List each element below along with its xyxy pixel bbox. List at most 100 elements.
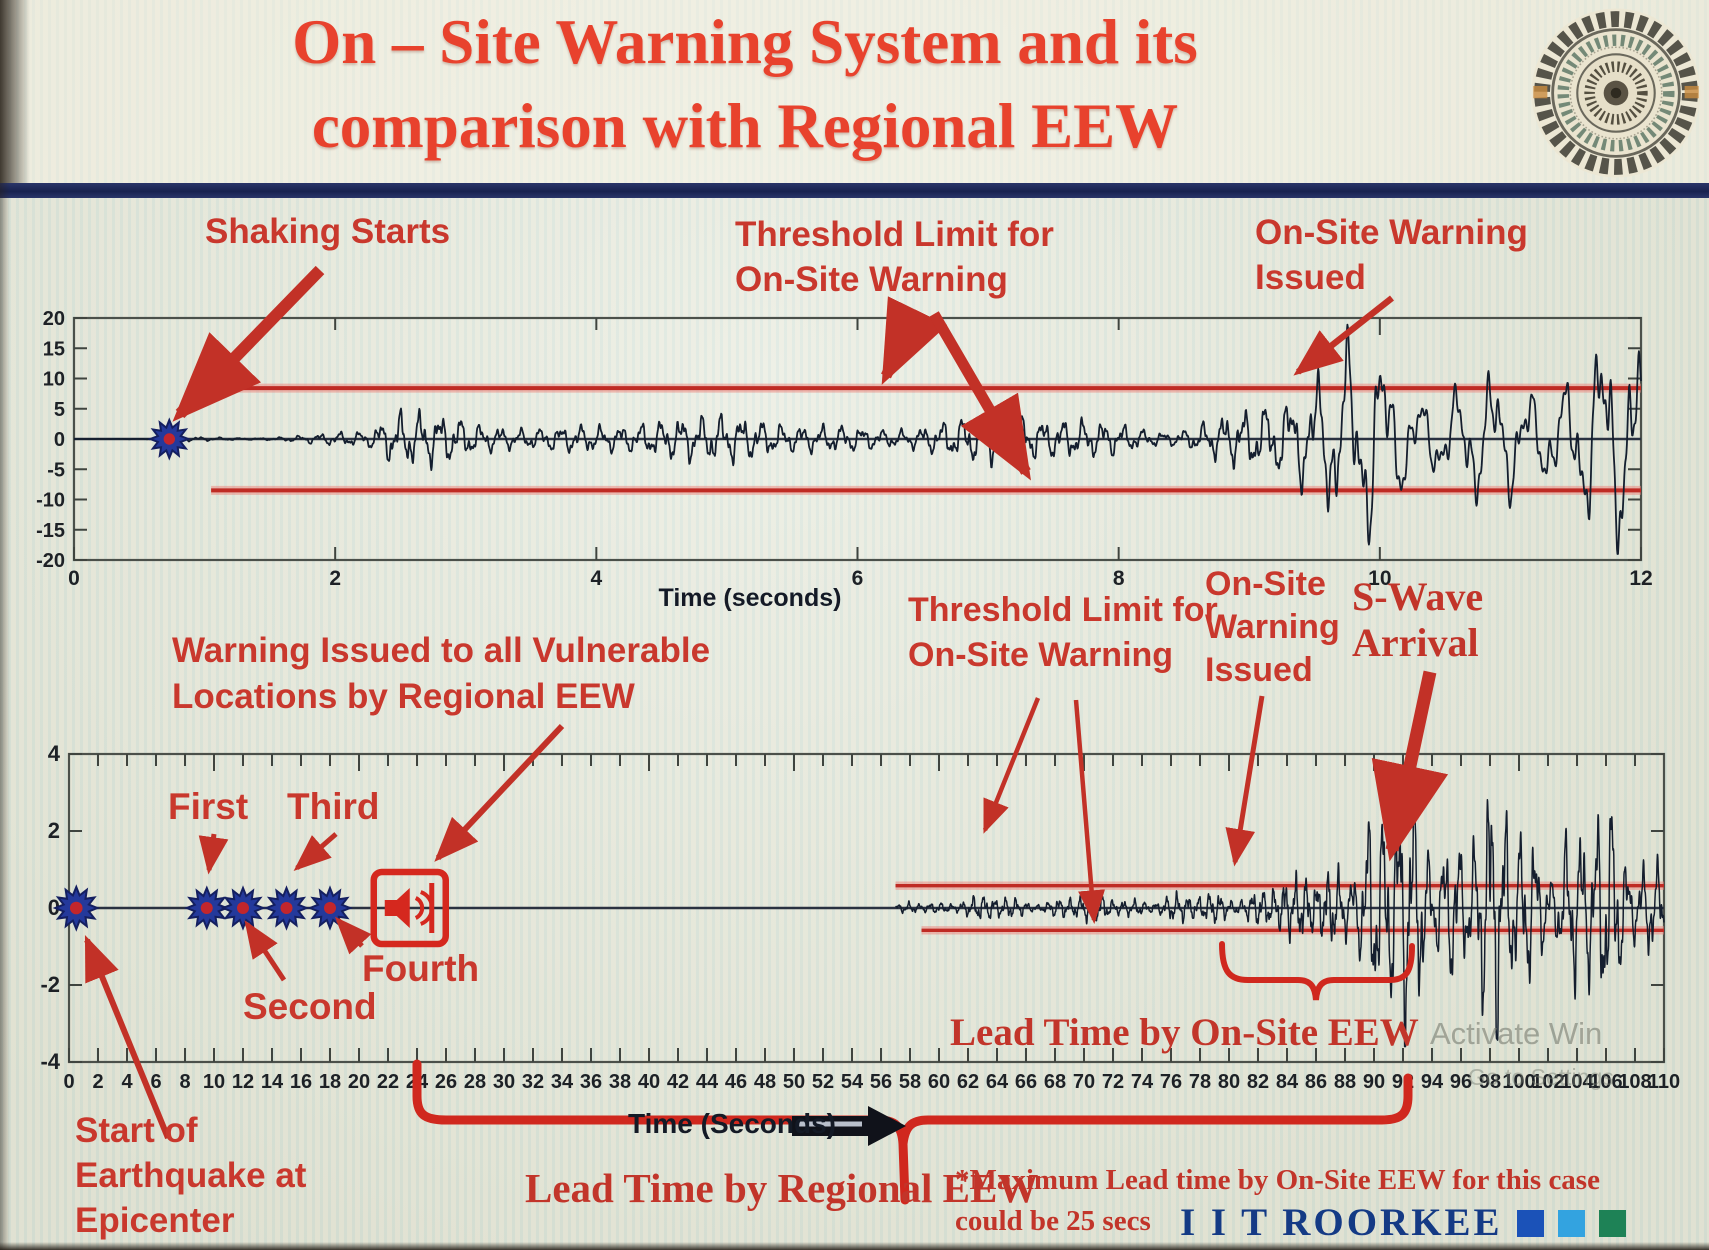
svg-text:80: 80 [1218,1071,1240,1093]
svg-text:32: 32 [522,1071,544,1093]
svg-text:110: 110 [1648,1071,1680,1093]
svg-text:10: 10 [43,369,65,391]
annotation-start-epicenter: Start of Earthquake at Epicenter [75,1111,307,1240]
arrow-onsite-warning-c1 [1293,295,1395,376]
svg-text:-20: -20 [36,550,65,572]
svg-text:18: 18 [319,1071,341,1093]
svg-text:20: 20 [43,308,65,330]
svg-text:-2: -2 [40,972,60,997]
svg-text:98: 98 [1479,1071,1501,1093]
svg-text:52: 52 [812,1071,834,1093]
annotation-shaking-starts: Shaking Starts [205,212,451,251]
svg-text:0: 0 [63,1071,74,1093]
svg-text:4: 4 [590,567,602,590]
annotation-second: Second [243,986,377,1027]
arrow-threshold-lower-c1 [929,311,1031,481]
svg-text:6: 6 [852,567,864,590]
svg-text:10: 10 [1368,567,1391,590]
chart1-x-axis-label: Time (seconds) [658,584,842,612]
bracket-lead-time-regional [412,1059,1413,1205]
svg-text:64: 64 [986,1071,1009,1093]
arrow-first [198,833,229,875]
svg-text:68: 68 [1044,1071,1066,1093]
svg-text:22: 22 [377,1071,399,1093]
svg-text:34: 34 [551,1071,574,1093]
svg-text:108: 108 [1618,1071,1651,1093]
annotation-first: First [168,786,249,827]
arrow-third [293,832,338,871]
svg-text:2: 2 [92,1071,103,1093]
arrow-onsite-issued-c2 [1225,695,1265,867]
svg-text:12: 12 [232,1071,254,1093]
svg-text:82: 82 [1247,1071,1269,1093]
arrow-shaking-starts [172,265,325,422]
page-title: On – Site Warning System and its compari… [30,0,1460,168]
arrow-start-epicenter [84,935,171,1140]
iit-roorkee-wordmark: I I T ROORKEE [1180,1200,1626,1245]
time-axis-arrow-icon [792,1106,906,1146]
svg-text:10: 10 [203,1071,225,1093]
title-line-1: On – Site Warning System and its [292,7,1198,77]
brace-lead-time-onsite [1219,941,1415,1001]
svg-text:90: 90 [1363,1071,1385,1093]
annotation-third: Third [287,786,380,827]
p-detection-marker-third [263,885,310,931]
svg-text:12: 12 [1629,567,1652,590]
title-strip [0,0,1709,183]
onsite-accel-record: 0 2 4 6 8 10 12 -20 -15 -10 -5 0 5 10 15 20 [36,308,1653,590]
svg-text:20: 20 [348,1071,370,1093]
svg-text:60: 60 [928,1071,950,1093]
svg-text:56: 56 [870,1071,892,1093]
activate-windows-watermark: Activate Win [1430,1016,1603,1051]
brand-square-3 [1598,1210,1626,1237]
svg-text:50: 50 [783,1071,805,1093]
svg-text:100: 100 [1502,1071,1535,1093]
svg-text:4: 4 [48,741,61,766]
svg-text:36: 36 [580,1071,602,1093]
iit-roorkee-logo-icon [1528,4,1704,182]
svg-text:0: 0 [54,429,65,451]
annotation-fourth: Fourth [362,948,480,989]
svg-text:15: 15 [43,338,65,360]
svg-text:42: 42 [667,1071,689,1093]
svg-text:8: 8 [1113,567,1125,590]
svg-text:96: 96 [1450,1071,1472,1093]
annotation-threshold-c2: Threshold Limit for On-Site Warning [908,591,1218,674]
svg-text:72: 72 [1102,1071,1124,1093]
svg-text:104: 104 [1560,1071,1594,1093]
svg-text:40: 40 [638,1071,660,1093]
arrow-threshold-lower-c2 [1073,699,1106,925]
svg-text:-5: -5 [47,459,65,481]
svg-text:5: 5 [54,399,65,421]
svg-text:44: 44 [696,1071,719,1093]
svg-text:54: 54 [841,1071,864,1093]
chart2-x-axis-label: Time (Seconds) [628,1108,836,1139]
svg-text:28: 28 [464,1071,486,1093]
brand-square-1 [1516,1210,1544,1237]
svg-text:66: 66 [1015,1071,1037,1093]
brand-square-2 [1557,1210,1585,1237]
annotation-s-wave: S-Wave Arrival [1352,574,1484,665]
svg-text:26: 26 [435,1071,457,1093]
svg-text:0: 0 [68,567,80,590]
svg-text:6: 6 [150,1071,161,1093]
svg-text:78: 78 [1189,1071,1211,1093]
annotation-lead-time-onsite: Lead Time by On-Site EEW [950,1011,1419,1054]
svg-text:38: 38 [609,1071,631,1093]
arrow-second [244,920,287,982]
annotation-onsite-warning-c1: On-Site Warning Issued [1255,213,1528,297]
svg-text:14: 14 [261,1071,284,1093]
svg-text:86: 86 [1305,1071,1327,1093]
svg-text:48: 48 [754,1071,776,1093]
svg-text:30: 30 [493,1071,515,1093]
annotation-onsite-issued-c2: On-Site Warning Issued [1205,565,1340,689]
arrow-threshold-upper-c1 [881,296,948,385]
svg-text:2: 2 [48,818,60,843]
arrow-s-wave-arrival [1371,670,1449,862]
annotation-lead-time-regional: Lead Time by Regional EEW [525,1165,1039,1211]
regional-warning-speaker-icon [370,868,449,948]
svg-text:46: 46 [725,1071,747,1093]
regional-vs-onsite-record: 0 2 4 6 8 10 12 14 16 18 20 22 24 26 28 30 32 34 36 38 40 42 4… [40,741,1680,1093]
